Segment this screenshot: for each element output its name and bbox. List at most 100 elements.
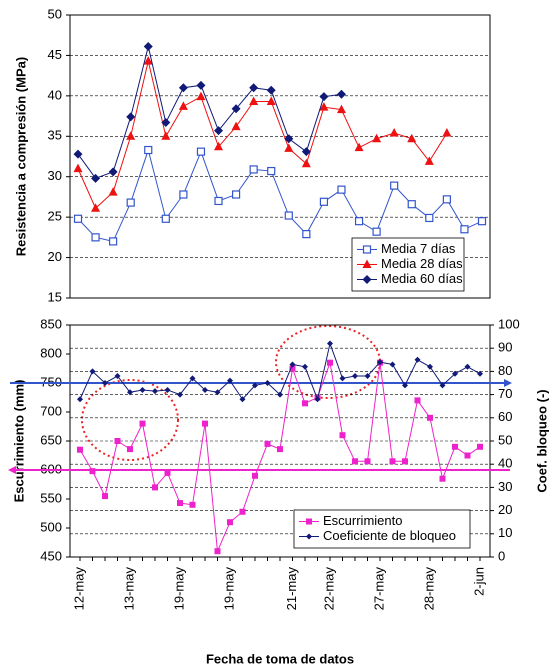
series-line [77,46,342,179]
marker [414,397,421,404]
series [77,340,483,403]
marker [77,396,83,403]
marker [214,126,224,136]
marker [427,363,433,370]
x-tick-label: 19-may [221,567,236,611]
marker [425,213,434,223]
y-tick-label: 45 [48,47,62,62]
marker [177,391,183,398]
marker [164,469,171,476]
marker [264,380,271,386]
marker [389,128,399,137]
y2-tick-label: 20 [498,502,512,517]
y-tick-label: 600 [40,461,62,476]
x-tick-label: 13-may [121,567,136,611]
marker [89,468,96,475]
marker [77,446,83,453]
marker [407,200,416,209]
marker [336,89,346,99]
legend-label: Media 7 días [381,241,456,256]
marker [407,133,417,143]
marker [389,458,396,465]
marker [152,388,158,395]
y-axis-title: Resistencia a compresión (MPa) [13,57,28,256]
marker [143,42,153,52]
legend-marker [362,245,372,254]
marker [73,163,83,173]
marker [389,361,396,368]
series-line [77,148,483,242]
marker [126,112,136,122]
series [73,56,452,212]
marker [424,156,434,165]
marker [227,519,233,526]
marker [301,147,311,157]
marker [144,145,153,155]
marker [189,501,196,508]
y2-tick-label: 30 [498,479,512,494]
marker [277,446,283,453]
y-tick-label: 50 [48,6,62,21]
y-tick-label: 500 [40,519,62,534]
y-tick-label: 35 [48,128,62,143]
y-tick-label: 750 [40,374,62,389]
marker [239,396,246,403]
marker [108,187,118,196]
marker [319,102,329,111]
y2-tick-label: 100 [498,316,520,331]
marker [189,375,196,382]
y-tick-label: 30 [48,168,62,183]
marker [127,389,133,396]
marker [414,356,421,363]
marker [402,382,408,389]
marker [372,227,381,236]
marker [152,484,158,491]
marker [178,83,188,93]
marker [289,365,296,372]
marker [302,230,311,239]
marker [327,359,333,366]
y-tick-label: 800 [40,345,62,360]
marker [249,96,259,106]
marker [364,458,371,465]
legend-label: Media 28 días [381,256,463,271]
x-tick-label: 22-may [321,567,336,611]
marker [231,121,241,131]
marker [196,91,206,101]
marker [102,493,108,500]
marker [102,380,108,386]
legend-marker [306,518,312,525]
marker [214,389,221,396]
marker [352,373,358,380]
series [73,42,346,183]
marker [364,373,371,380]
marker [339,375,346,382]
marker [126,198,135,207]
marker [139,420,146,427]
marker [178,101,188,110]
legend-marker [362,275,372,284]
marker [264,440,271,447]
series [77,359,483,555]
y2-tick-label: 80 [498,363,512,378]
y2-tick-label: 40 [498,456,512,471]
marker [284,143,294,152]
y-tick-label: 40 [48,87,62,102]
y2-tick-label: 50 [498,432,512,447]
y2-tick-label: 0 [498,548,505,563]
y-tick-label: 450 [40,548,62,563]
marker [460,225,469,234]
x-tick-label: 12-may [71,567,86,611]
marker [196,147,206,156]
y2-tick-label: 70 [498,386,512,401]
x-tick-label: 19-may [171,567,186,611]
marker [477,217,487,226]
y2-tick-label: 10 [498,525,512,540]
marker [196,80,206,90]
y-tick-label: 15 [48,289,62,304]
marker [319,92,329,102]
marker [354,217,364,226]
y-tick-label: 25 [48,209,62,224]
marker [202,420,208,427]
marker [249,83,259,93]
